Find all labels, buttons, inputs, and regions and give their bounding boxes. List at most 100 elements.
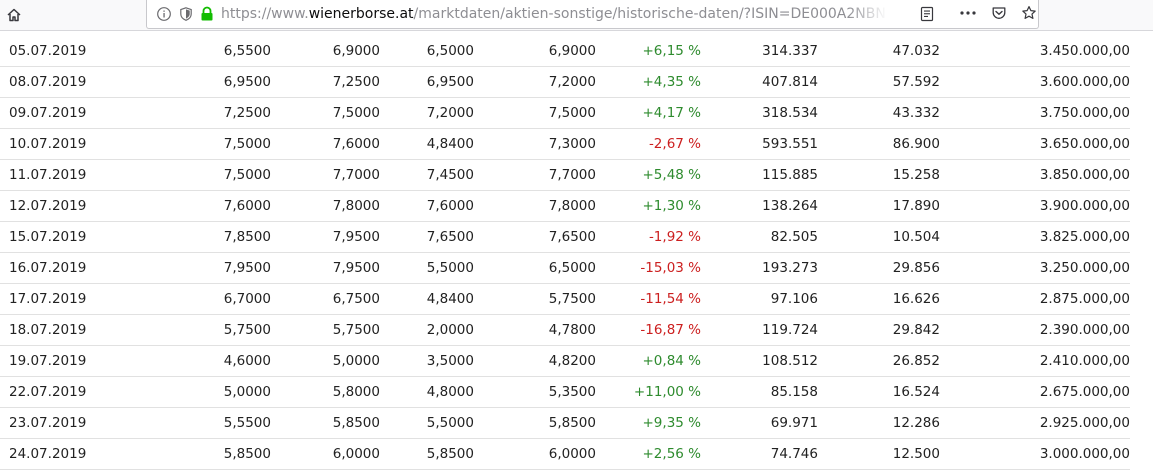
high-price-cell: 7,7000 xyxy=(332,167,380,183)
table-row: 22.07.2019 5,0000 5,8000 4,8000 5,3500 +11,00… xyxy=(0,377,1130,408)
market-cap-cell: 3.000.000,00 xyxy=(1039,446,1130,462)
last-price-cell: 7,8000 xyxy=(548,198,596,214)
first-price-cell: 6,5500 xyxy=(223,43,271,59)
high-price-cell: 6,0000 xyxy=(332,446,380,462)
turnover-cell: 57.592 xyxy=(892,74,940,90)
first-price-cell: 5,8500 xyxy=(223,446,271,462)
last-price-cell: 7,5000 xyxy=(548,105,596,121)
date-cell: 05.07.2019 xyxy=(9,43,87,59)
first-price-cell: 5,7500 xyxy=(223,322,271,338)
change-cell: +4,35 % xyxy=(642,74,702,90)
high-price-cell: 5,7500 xyxy=(332,322,380,338)
first-price-cell: 5,5500 xyxy=(223,415,271,431)
market-cap-cell: 3.450.000,00 xyxy=(1039,43,1130,59)
last-price-cell: 7,2000 xyxy=(548,74,596,90)
turnover-cell: 16.524 xyxy=(892,384,940,400)
url-host: wienerborse.at xyxy=(308,6,414,22)
historical-data-table: 05.07.2019 6,5500 6,9000 6,5000 6,9000 +6,15 … xyxy=(0,36,1153,470)
table-row: 08.07.2019 6,9500 7,2500 6,9500 7,2000 +4,35 … xyxy=(0,67,1130,98)
low-price-cell: 5,8500 xyxy=(426,446,474,462)
first-price-cell: 7,6000 xyxy=(223,198,271,214)
first-price-cell: 7,9500 xyxy=(223,260,271,276)
high-price-cell: 5,0000 xyxy=(332,353,380,369)
url-prefix: https://www. xyxy=(221,6,309,22)
turnover-cell: 10.504 xyxy=(892,229,940,245)
volume-cell: 97.106 xyxy=(770,291,818,307)
volume-cell: 407.814 xyxy=(762,74,818,90)
url-fade xyxy=(847,0,887,28)
change-cell: +1,30 % xyxy=(642,198,702,214)
high-price-cell: 6,9000 xyxy=(332,43,380,59)
turnover-cell: 29.856 xyxy=(892,260,940,276)
change-cell: -1,92 % xyxy=(648,229,701,245)
turnover-cell: 47.032 xyxy=(892,43,940,59)
last-price-cell: 5,7500 xyxy=(548,291,596,307)
low-price-cell: 4,8400 xyxy=(426,136,474,152)
turnover-cell: 15.258 xyxy=(892,167,940,183)
market-cap-cell: 3.600.000,00 xyxy=(1039,74,1130,90)
low-price-cell: 4,8000 xyxy=(426,384,474,400)
page-actions-menu-icon[interactable] xyxy=(959,5,977,21)
volume-cell: 82.505 xyxy=(770,229,818,245)
table-row: 09.07.2019 7,2500 7,5000 7,2000 7,5000 +4,17 … xyxy=(0,98,1130,129)
volume-cell: 318.534 xyxy=(762,105,818,121)
change-cell: +2,56 % xyxy=(642,446,702,462)
date-cell: 24.07.2019 xyxy=(9,446,87,462)
high-price-cell: 7,9500 xyxy=(332,260,380,276)
last-price-cell: 5,8500 xyxy=(548,415,596,431)
table-row: 12.07.2019 7,6000 7,8000 7,6000 7,8000 +1,30 … xyxy=(0,191,1130,222)
volume-cell: 138.264 xyxy=(762,198,818,214)
first-price-cell: 4,6000 xyxy=(223,353,271,369)
first-price-cell: 6,7000 xyxy=(223,291,271,307)
low-price-cell: 7,4500 xyxy=(426,167,474,183)
volume-cell: 115.885 xyxy=(762,167,818,183)
high-price-cell: 7,2500 xyxy=(332,74,380,90)
pocket-icon[interactable] xyxy=(991,5,1007,21)
change-cell: +0,84 % xyxy=(642,353,702,369)
bookmark-star-icon[interactable] xyxy=(1021,5,1037,21)
market-cap-cell: 3.750.000,00 xyxy=(1039,105,1130,121)
table-row: 15.07.2019 7,8500 7,9500 7,6500 7,6500 -1,92 … xyxy=(0,222,1130,253)
change-cell: -16,87 % xyxy=(640,322,701,338)
low-price-cell: 7,6000 xyxy=(426,198,474,214)
table-row: 18.07.2019 5,7500 5,7500 2,0000 4,7800 -16,87… xyxy=(0,315,1130,346)
market-cap-cell: 3.825.000,00 xyxy=(1039,229,1130,245)
url-text[interactable]: https://www.wienerborse.at/marktdaten/ak… xyxy=(221,0,885,28)
url-bar[interactable]: https://www.wienerborse.at/marktdaten/ak… xyxy=(146,0,1039,29)
home-icon xyxy=(6,7,22,23)
market-cap-cell: 2.390.000,00 xyxy=(1039,322,1130,338)
first-price-cell: 7,5000 xyxy=(223,167,271,183)
secure-lock-icon[interactable] xyxy=(200,6,214,22)
last-price-cell: 7,7000 xyxy=(548,167,596,183)
info-icon[interactable] xyxy=(156,6,172,22)
first-price-cell: 7,2500 xyxy=(223,105,271,121)
last-price-cell: 5,3500 xyxy=(548,384,596,400)
high-price-cell: 5,8500 xyxy=(332,415,380,431)
turnover-cell: 12.286 xyxy=(892,415,940,431)
low-price-cell: 5,5000 xyxy=(426,415,474,431)
market-cap-cell: 2.875.000,00 xyxy=(1039,291,1130,307)
low-price-cell: 3,5000 xyxy=(426,353,474,369)
date-cell: 18.07.2019 xyxy=(9,322,87,338)
url-path: /marktdaten/aktien-sonstige/historische-… xyxy=(413,6,885,22)
home-button[interactable] xyxy=(0,0,28,30)
volume-cell: 119.724 xyxy=(762,322,818,338)
date-cell: 09.07.2019 xyxy=(9,105,87,121)
first-price-cell: 7,8500 xyxy=(223,229,271,245)
browser-toolbar: https://www.wienerborse.at/marktdaten/ak… xyxy=(0,0,1153,31)
high-price-cell: 7,5000 xyxy=(332,105,380,121)
turnover-cell: 43.332 xyxy=(892,105,940,121)
low-price-cell: 7,6500 xyxy=(426,229,474,245)
low-price-cell: 7,2000 xyxy=(426,105,474,121)
date-cell: 17.07.2019 xyxy=(9,291,87,307)
last-price-cell: 4,8200 xyxy=(548,353,596,369)
volume-cell: 314.337 xyxy=(762,43,818,59)
reader-view-icon[interactable] xyxy=(919,6,935,22)
turnover-cell: 29.842 xyxy=(892,322,940,338)
first-price-cell: 5,0000 xyxy=(223,384,271,400)
change-cell: +6,15 % xyxy=(642,43,702,59)
last-price-cell: 6,0000 xyxy=(548,446,596,462)
tracking-shield-icon[interactable] xyxy=(178,6,194,22)
table-row: 16.07.2019 7,9500 7,9500 5,5000 6,5000 -15,03… xyxy=(0,253,1130,284)
table-row: 10.07.2019 7,5000 7,6000 4,8400 7,3000 -2,67 … xyxy=(0,129,1130,160)
